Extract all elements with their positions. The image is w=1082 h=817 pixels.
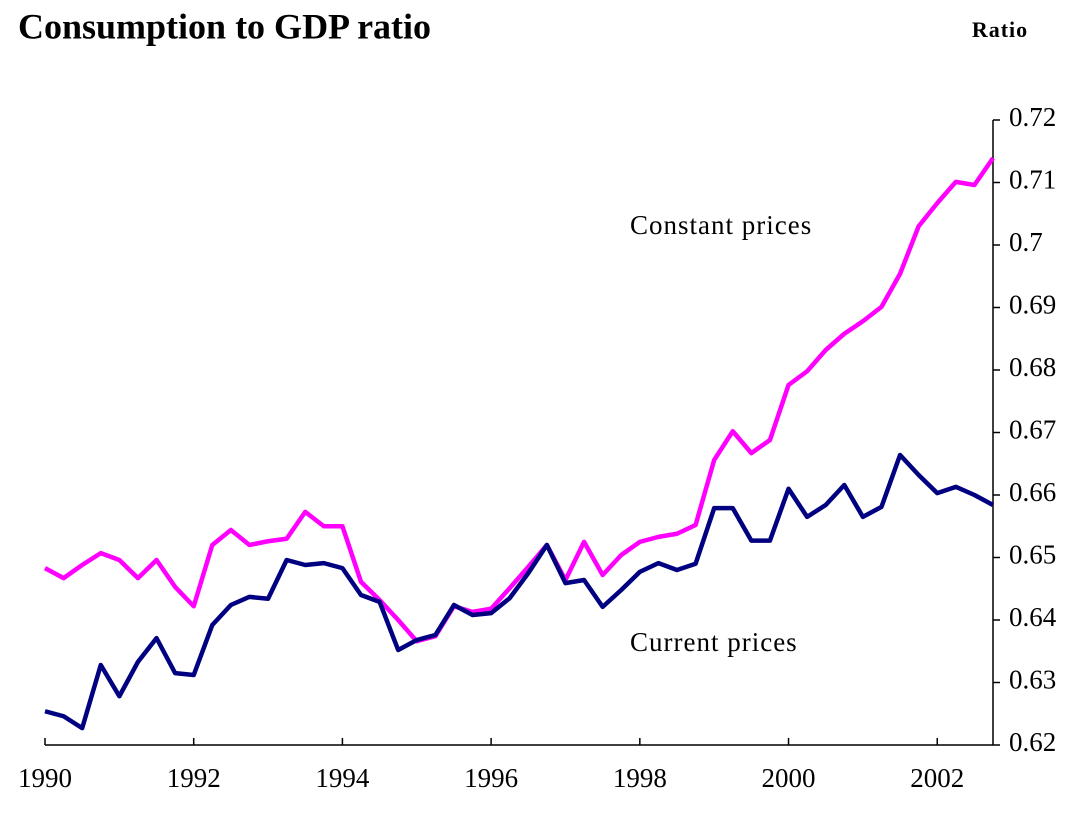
y-tick-label: 0.65 [1009,540,1056,570]
annotation: Constant prices [630,210,812,240]
y-tick-label: 0.64 [1009,602,1057,632]
chart-title: Consumption to GDP ratio [18,6,431,46]
line-series [43,156,995,644]
x-tick-label: 2000 [762,763,816,793]
y-tick-label: 0.66 [1009,477,1056,507]
x-tick-label: 1998 [613,763,667,793]
y-tick-label: 0.67 [1009,415,1056,445]
y-tick-label: 0.68 [1009,352,1056,382]
y-tick-label: 0.71 [1009,165,1056,195]
x-tick-label: 1992 [167,763,221,793]
x-tick-label: 1994 [315,763,370,793]
y-tick-label: 0.63 [1009,665,1056,695]
y-tick-label: 0.69 [1009,290,1056,320]
annotation: Current prices [630,627,798,657]
y-tick-label: 0.7 [1009,227,1043,257]
y-tick-label: 0.62 [1009,727,1056,757]
line-series [44,452,995,731]
x-tick-label: 1990 [18,763,72,793]
x-tick-label: 2002 [910,763,964,793]
y-axis-label: Ratio [972,17,1028,42]
y-tick-label: 0.72 [1009,102,1056,132]
x-tick-label: 1996 [464,763,518,793]
